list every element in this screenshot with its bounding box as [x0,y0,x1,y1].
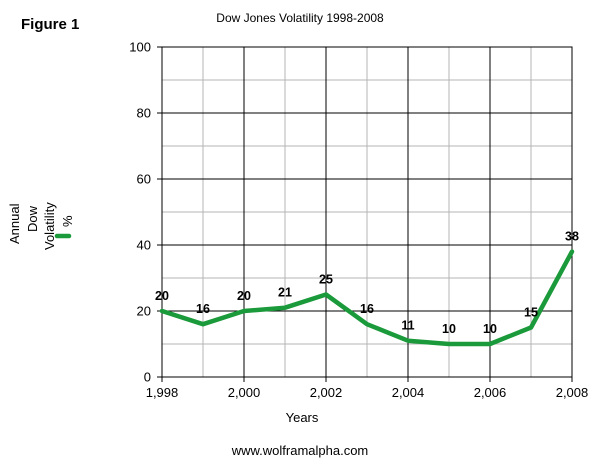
x-tick: 2,004 [392,377,425,400]
x-tick-label: 2,006 [474,385,507,400]
data-label: 25 [319,273,333,287]
data-label: 10 [483,322,497,336]
source-credit: www.wolframalpha.com [231,443,369,458]
grid [161,46,573,378]
data-label: 16 [360,302,374,316]
data-label: 11 [401,319,414,333]
y-tick-label: 20 [137,304,151,319]
x-tick: 2,000 [228,377,261,400]
y-tick: 100 [129,40,162,55]
x-axis-title: Years [285,410,319,425]
y-tick: 40 [137,238,162,253]
chart-title: Dow Jones Volatility 1998-2008 [216,11,384,25]
data-labels: 20 16 20 21 25 16 11 10 10 15 38 [155,230,579,336]
y-tick: 0 [144,370,162,385]
data-label: 16 [196,302,210,316]
x-tick-label: 2,004 [392,385,425,400]
plot-frame [161,46,573,378]
data-label: 15 [524,306,538,320]
y-tick-label: 40 [137,238,151,253]
series-layer [159,249,575,347]
data-label: 20 [237,289,251,303]
x-tick-label: 1,998 [146,385,179,400]
series-line [159,249,575,347]
y-tick-label: 0 [144,370,151,385]
x-tick-label: 2,008 [556,385,589,400]
y-tick: 20 [137,304,162,319]
data-label: 21 [278,286,292,300]
x-tick: 2,002 [310,377,343,400]
x-tick: 1,998 [146,377,179,400]
axis-ticks: 1,998 2,000 2,002 2,004 2,006 2,008 0 20 40 60 80 1… [129,40,588,401]
x-tick: 2,008 [556,377,589,400]
data-label: 20 [155,289,169,303]
data-label: 38 [565,230,579,244]
x-tick: 2,006 [474,377,507,400]
data-label: 10 [442,322,456,336]
y-tick-label: 60 [137,172,151,187]
y-tick-label: 100 [129,40,151,55]
y-tick: 80 [137,106,162,121]
y-tick: 60 [137,172,162,187]
figure-label: Figure 1 [21,16,80,33]
x-tick-label: 2,002 [310,385,343,400]
x-tick-label: 2,000 [228,385,261,400]
y-tick-label: 80 [137,106,151,121]
